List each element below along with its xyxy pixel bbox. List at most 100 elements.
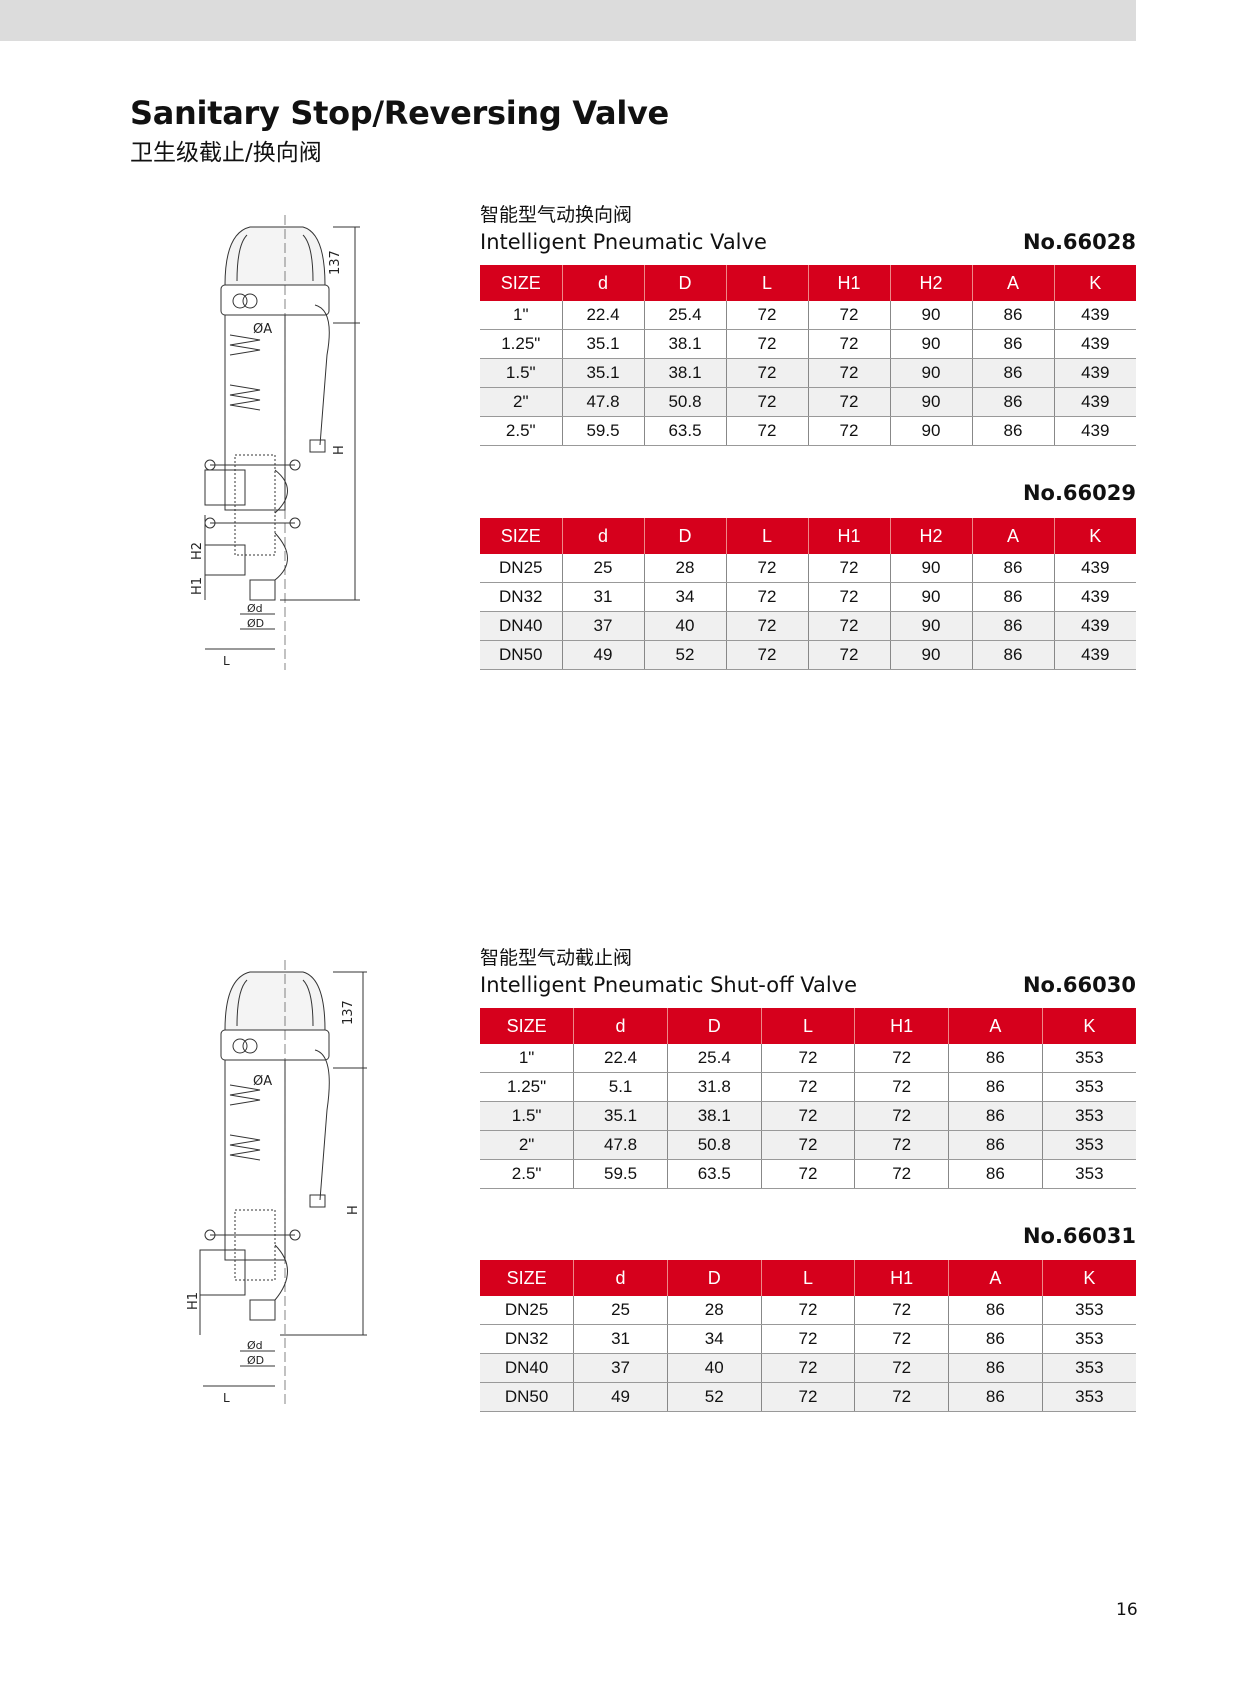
table-row: 2.5" 59.5 63.5 72 72 90 86 439: [480, 416, 1136, 446]
table-row: DN40 37 40 72 72 86 353: [480, 1353, 1136, 1383]
section-title-cn: 智能型气动换向阀: [480, 204, 633, 226]
table-cell: DN40: [480, 1353, 574, 1383]
table-cell: 31: [561, 582, 644, 612]
column-header: L: [760, 1008, 855, 1044]
column-header: L: [725, 518, 808, 554]
table-cell: 72: [725, 387, 808, 417]
table-cell: 72: [760, 1353, 855, 1383]
page-subtitle: 卫生级截止/换向阀: [130, 140, 322, 166]
table-cell: 86: [971, 640, 1054, 670]
table-cell: 86: [971, 582, 1054, 612]
table-cell: 31: [573, 1324, 668, 1354]
table-cell: 37: [561, 611, 644, 641]
column-header: D: [643, 518, 726, 554]
spec-table: SIZE d D L H1 A K DN25 25 28 72 72 86 353 DN32 31 34 72 72…: [480, 1260, 1136, 1412]
table-cell: 353: [1041, 1130, 1136, 1160]
table-cell: 25: [561, 554, 644, 583]
table-cell: 2": [480, 1130, 574, 1160]
table-cell: 59.5: [561, 416, 644, 446]
table-cell: 72: [725, 416, 808, 446]
table-cell: 86: [948, 1130, 1043, 1160]
page-title: Sanitary Stop/Reversing Valve: [130, 94, 669, 132]
product-number: No.66030: [1022, 973, 1136, 997]
table-cell: 72: [760, 1101, 855, 1131]
table-cell: DN25: [480, 1296, 574, 1325]
table-row: 1" 22.4 25.4 72 72 86 353: [480, 1044, 1136, 1073]
table-row: DN25 25 28 72 72 86 353: [480, 1296, 1136, 1325]
dimension-label: L: [223, 1391, 230, 1405]
spec-table: SIZE d D L H1 H2 A K 1" 22.4 25.4 72 72 90 86 439 1.25" 3…: [480, 265, 1136, 446]
table-cell: 35.1: [573, 1101, 668, 1131]
table-cell: 72: [807, 640, 890, 670]
table-cell: DN32: [480, 1324, 574, 1354]
table-cell: 1.25": [480, 329, 562, 359]
product-number: No.66029: [1022, 481, 1136, 505]
table-cell: 72: [725, 554, 808, 583]
column-header: D: [666, 1260, 762, 1296]
dimension-label: ØA: [253, 322, 272, 337]
column-header: L: [760, 1260, 855, 1296]
reversing-valve-drawing: 137 ØA H H2 H1 Ød ØD L: [190, 215, 360, 670]
table-cell: 38.1: [666, 1101, 762, 1131]
table-cell: 72: [725, 611, 808, 641]
table-row: DN25 25 28 72 72 90 86 439: [480, 554, 1136, 583]
column-header: L: [725, 265, 808, 301]
table-cell: 38.1: [643, 358, 726, 388]
table-cell: 72: [725, 301, 808, 330]
table-cell: 90: [889, 329, 972, 359]
table-row: 2.5" 59.5 63.5 72 72 86 353: [480, 1159, 1136, 1189]
table-cell: 47.8: [573, 1130, 668, 1160]
table-row: 2" 47.8 50.8 72 72 86 353: [480, 1130, 1136, 1160]
table-cell: 25.4: [666, 1044, 762, 1073]
column-header: D: [643, 265, 726, 301]
table-cell: 63.5: [666, 1159, 762, 1189]
table-cell: 439: [1053, 387, 1136, 417]
table-cell: 25: [573, 1296, 668, 1325]
table-cell: 37: [573, 1353, 668, 1383]
table-row: 2" 47.8 50.8 72 72 90 86 439: [480, 387, 1136, 417]
table-cell: 34: [643, 582, 726, 612]
table-cell: 90: [889, 611, 972, 641]
table-cell: 72: [807, 554, 890, 583]
table-cell: 353: [1041, 1382, 1136, 1412]
column-header: H1: [807, 518, 890, 554]
table-cell: 90: [889, 416, 972, 446]
table-cell: DN40: [480, 611, 562, 641]
table-cell: 72: [854, 1296, 949, 1325]
column-header: SIZE: [480, 1008, 574, 1044]
table-cell: 72: [854, 1324, 949, 1354]
table-cell: 72: [807, 582, 890, 612]
table-cell: 28: [643, 554, 726, 583]
table-cell: 40: [666, 1353, 762, 1383]
column-header: H1: [807, 265, 890, 301]
table-cell: 90: [889, 554, 972, 583]
table-cell: DN50: [480, 640, 562, 670]
column-header: SIZE: [480, 518, 562, 554]
table-cell: 86: [971, 358, 1054, 388]
table-cell: 72: [725, 582, 808, 612]
dimension-label: Ød: [247, 602, 263, 615]
column-header: d: [561, 518, 644, 554]
product-number: No.66031: [1022, 1224, 1136, 1248]
column-header: d: [561, 265, 644, 301]
table-cell: 1.5": [480, 1101, 574, 1131]
dimension-label: Ød: [247, 1339, 263, 1352]
table-cell: DN32: [480, 582, 562, 612]
column-header: SIZE: [480, 265, 562, 301]
table-cell: 72: [807, 416, 890, 446]
table-cell: 47.8: [561, 387, 644, 417]
table-cell: 353: [1041, 1324, 1136, 1354]
table-cell: 52: [643, 640, 726, 670]
section-title-en: Intelligent Pneumatic Valve: [480, 230, 767, 254]
table-cell: 72: [760, 1382, 855, 1412]
table-cell: 28: [666, 1296, 762, 1325]
column-header: K: [1053, 265, 1136, 301]
table-cell: 86: [948, 1296, 1043, 1325]
spec-table: SIZE d D L H1 A K 1" 22.4 25.4 72 72 86 353 1.25" 5.1 31…: [480, 1008, 1136, 1189]
dimension-label: 137: [341, 1000, 356, 1025]
table-header-row: SIZE d D L H1 H2 A K: [480, 518, 1136, 554]
table-cell: 72: [725, 358, 808, 388]
table-cell: 22.4: [573, 1044, 668, 1073]
table-cell: 72: [854, 1130, 949, 1160]
dimension-label: H: [332, 445, 347, 455]
